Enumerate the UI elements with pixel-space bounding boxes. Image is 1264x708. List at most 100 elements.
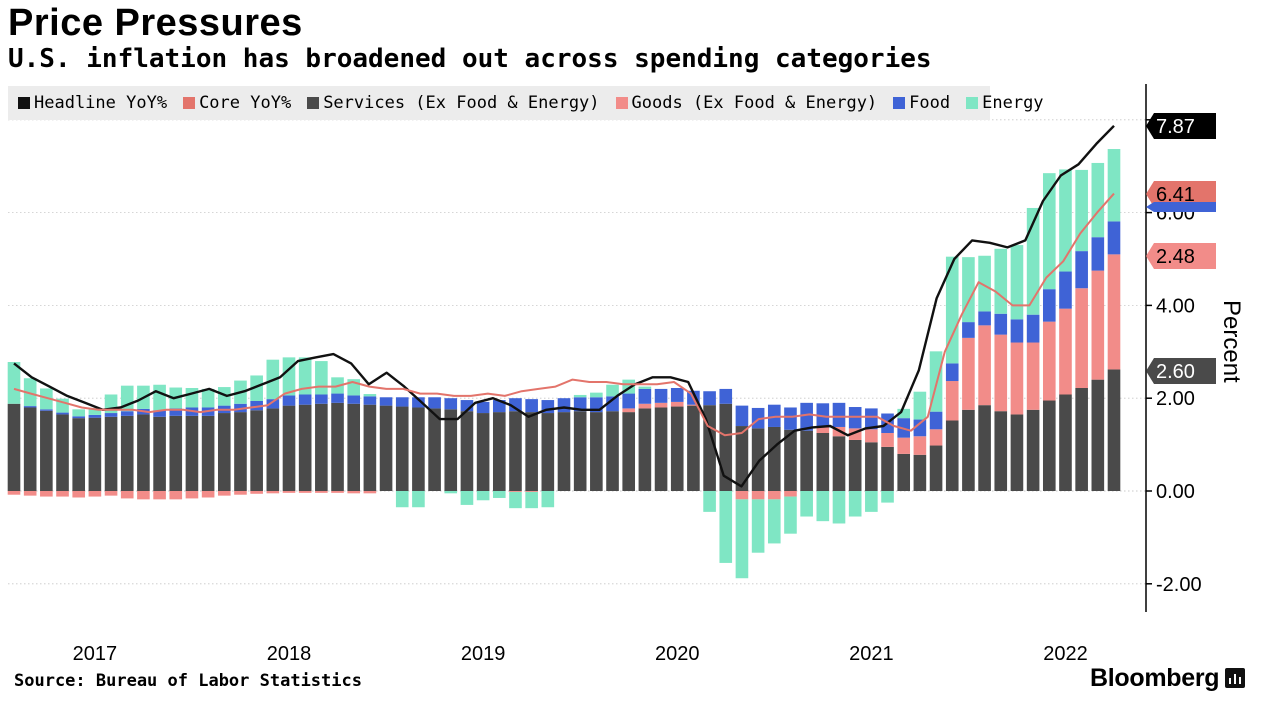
bar-services	[40, 410, 53, 491]
bar-services	[234, 412, 247, 491]
bar-food	[412, 397, 425, 408]
y-tick-label: -2.00	[1156, 574, 1202, 596]
legend-label: Core YoY%	[199, 93, 292, 113]
bar-services	[865, 442, 878, 491]
value-label	[1146, 202, 1216, 212]
bar-energy	[751, 499, 765, 553]
bar-food	[557, 398, 571, 413]
bar-energy	[1010, 245, 1024, 320]
bar-food	[363, 396, 377, 405]
legend-item-energy: Energy	[966, 93, 1044, 113]
bar-services	[784, 429, 797, 491]
last-value-labels: 7.87 6.41 2.48 2.60	[1146, 113, 1216, 384]
source-note: Source: Bureau of Labor Statistics	[14, 671, 362, 691]
legend-label: Headline YoY%	[34, 93, 168, 113]
bar-services	[1091, 379, 1105, 491]
bar-services	[541, 413, 555, 491]
bar-services	[978, 405, 991, 491]
bar-goods	[913, 436, 927, 455]
bar-energy	[250, 375, 263, 401]
bar-energy	[217, 387, 231, 406]
bar-services	[606, 411, 619, 491]
bar-energy	[994, 248, 1008, 314]
bar-food	[654, 388, 668, 403]
bar-food	[331, 393, 344, 403]
bar-energy	[1091, 162, 1105, 238]
bar-services	[816, 433, 830, 491]
bar-food	[735, 405, 749, 427]
value-label-text: 2.60	[1156, 361, 1195, 383]
bar-goods	[185, 491, 199, 499]
bar-energy	[1075, 169, 1088, 252]
bar-energy	[525, 491, 538, 509]
bar-goods	[72, 491, 86, 498]
bar-energy	[72, 409, 86, 417]
bar-goods	[363, 491, 377, 494]
y-tick-label: 2.00	[1156, 388, 1195, 410]
bar-food	[767, 404, 781, 427]
bar-goods	[1107, 254, 1121, 370]
bar-food	[525, 399, 538, 413]
bar-services	[832, 436, 846, 491]
bar-goods	[1010, 342, 1024, 415]
bar-goods	[848, 428, 862, 440]
legend-item-goods: Goods (Ex Food & Energy)	[615, 93, 878, 113]
bar-services	[897, 453, 911, 491]
bar-services	[1107, 369, 1121, 491]
value-label-box	[1146, 202, 1216, 212]
bar-goods	[670, 401, 684, 407]
bar-goods	[994, 334, 1008, 412]
bar-energy	[913, 391, 927, 420]
value-label-box	[1146, 243, 1216, 269]
bar-food	[460, 400, 474, 412]
bar-services	[72, 418, 86, 491]
bar-services	[800, 430, 813, 491]
bar-food	[444, 398, 458, 410]
legend-label: Food	[909, 93, 951, 113]
bar-energy	[832, 491, 846, 524]
bar-goods	[687, 404, 700, 406]
bar-food	[1107, 221, 1121, 255]
legend-label: Goods (Ex Food & Energy)	[631, 93, 878, 113]
bar-goods	[767, 491, 781, 500]
bar-food	[395, 397, 409, 407]
bar-services	[751, 428, 765, 491]
bar-services	[703, 405, 716, 491]
value-label: 6.41	[1146, 181, 1216, 207]
value-label-box	[1146, 113, 1216, 139]
legend-item-headline: Headline YoY%	[18, 93, 167, 113]
bar-goods	[169, 491, 183, 500]
legend-item-food: Food	[893, 93, 950, 113]
bar-services	[282, 405, 296, 491]
chart-subtitle: U.S. inflation has broadened out across …	[8, 44, 932, 74]
bar-services	[412, 407, 425, 491]
bar-food	[719, 388, 733, 404]
bar-energy	[1107, 149, 1121, 222]
bar-food	[978, 311, 991, 326]
value-label-text: 6.41	[1156, 184, 1195, 206]
bar-services	[476, 413, 490, 491]
bar-food	[1091, 237, 1105, 271]
bar-energy	[88, 407, 102, 415]
bar-services	[525, 412, 538, 491]
bar-goods	[56, 491, 69, 497]
bar-goods	[250, 491, 263, 494]
bar-services	[1075, 387, 1088, 491]
bar-energy	[492, 491, 506, 498]
bar-energy	[315, 361, 328, 395]
bar-goods	[1042, 321, 1056, 401]
bar-services	[88, 417, 102, 491]
bar-energy	[638, 386, 652, 389]
line-series	[13, 124, 1115, 488]
legend-swatch	[966, 97, 979, 109]
bar-energy	[395, 491, 409, 508]
legend-item-core: Core YoY%	[183, 93, 291, 113]
bar-goods	[1075, 288, 1088, 388]
bar-goods	[978, 325, 991, 406]
bar-goods	[638, 403, 652, 409]
bar-energy	[881, 491, 894, 503]
x-axis: 2017 2018 2019 2020 2021 2022	[73, 643, 1088, 665]
bar-goods	[751, 491, 765, 500]
bar-services	[913, 454, 927, 491]
